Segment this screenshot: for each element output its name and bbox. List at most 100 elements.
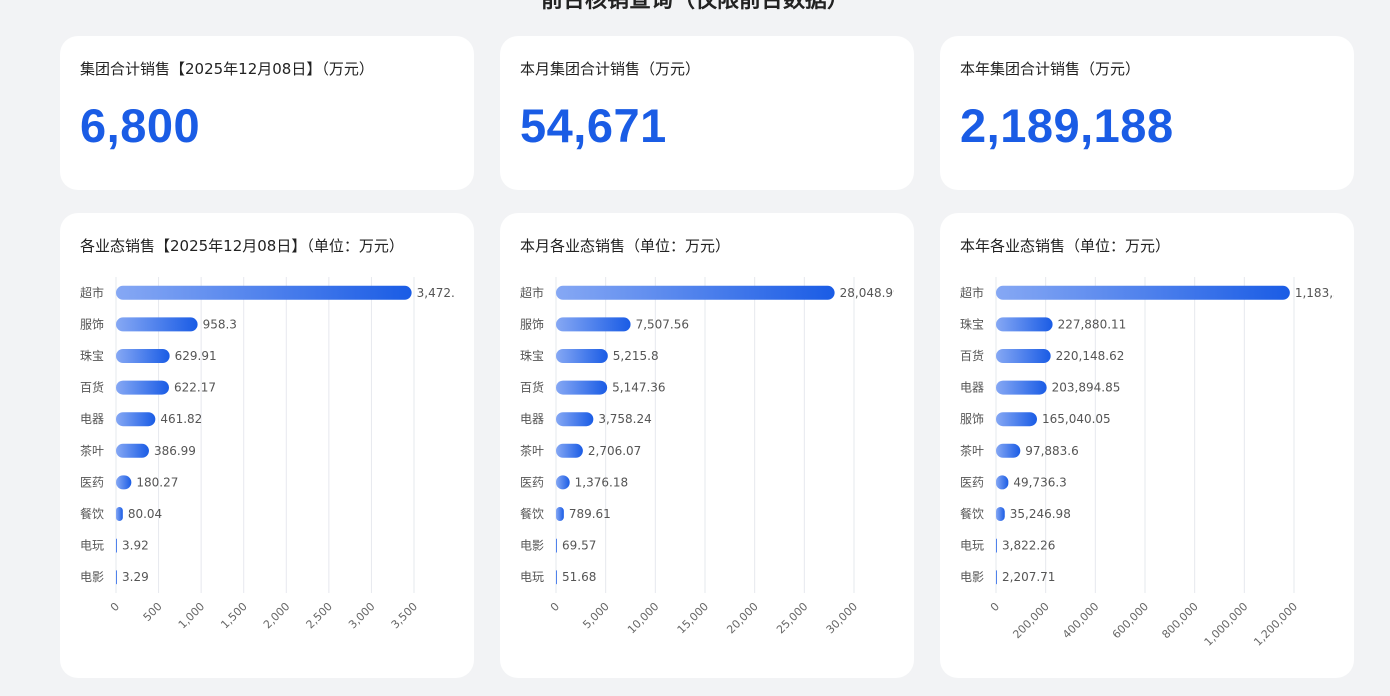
bar-value-label: 51.68 <box>562 570 596 584</box>
bar <box>996 380 1047 395</box>
bar-value-label: 227,880.11 <box>1058 317 1127 331</box>
bar <box>116 380 169 395</box>
bar-value-label: 2,706.07 <box>588 444 641 458</box>
y-category-label: 电玩 <box>520 570 544 584</box>
kpi-value: 6,800 <box>80 99 201 152</box>
x-tick-label: 600,000 <box>1110 600 1151 641</box>
bar <box>116 317 198 332</box>
kpi-card-year: 本年集团合计销售（万元） 2,189,188 <box>940 36 1354 190</box>
y-category-label: 百货 <box>960 348 984 363</box>
y-category-label: 服饰 <box>520 317 544 331</box>
bar-value-label: 220,148.62 <box>1056 349 1125 363</box>
bar-value-label: 789.61 <box>569 507 611 521</box>
x-tick-label: 1,200,000 <box>1251 600 1300 649</box>
y-category-label: 百货 <box>520 380 544 395</box>
bar <box>996 317 1053 332</box>
bar-value-label: 1,376.18 <box>575 475 628 489</box>
x-tick-label: 0 <box>988 600 1002 614</box>
y-category-label: 珠宝 <box>520 349 544 363</box>
bar <box>996 285 1290 300</box>
y-category-label: 医药 <box>960 475 984 489</box>
bar <box>116 443 149 458</box>
y-category-label: 医药 <box>80 475 104 489</box>
y-category-label: 餐饮 <box>960 506 984 521</box>
bar-chart-year: 0 200,000 400,000 600,000 800,000 1,000,000 1,… <box>960 277 1334 649</box>
chart-card-month: 本月各业态销售（单位：万元） 0 5,000 10,000 15,000 20,000 2… <box>500 213 914 678</box>
bar-value-label: 3.92 <box>122 539 149 553</box>
chart-title: 本年各业态销售（单位：万元） <box>960 237 1171 255</box>
x-tick-label: 20,000 <box>724 600 760 636</box>
x-tick-label: 3,000 <box>346 600 377 631</box>
y-category-label: 电器 <box>960 381 984 395</box>
y-category-label: 电玩 <box>80 539 104 553</box>
bar <box>116 285 412 300</box>
bar-value-label: 35,246.98 <box>1010 507 1071 521</box>
chart-card-year: 本年各业态销售（单位：万元） 0 200,000 400,000 600,000 800… <box>940 213 1354 678</box>
bar-chart-month: 0 5,000 10,000 15,000 20,000 25,000 30,000 超市 28… <box>520 277 901 636</box>
y-category-label: 茶叶 <box>80 443 104 458</box>
bar <box>556 443 583 458</box>
bar <box>996 475 1009 490</box>
y-category-label: 超市 <box>80 285 104 300</box>
bar-value-label: 3,472.18 <box>417 286 470 300</box>
y-category-label: 电玩 <box>960 539 984 553</box>
y-category-label: 茶叶 <box>520 443 544 458</box>
chart-title: 各业态销售【2025年12月08日】（单位：万元） <box>80 237 404 255</box>
y-category-label: 超市 <box>520 285 544 300</box>
bar <box>116 570 117 585</box>
y-category-label: 珠宝 <box>960 317 984 331</box>
y-category-label: 超市 <box>960 285 984 300</box>
bar <box>996 538 997 553</box>
x-tick-label: 15,000 <box>675 600 711 636</box>
bar <box>116 475 132 490</box>
bar <box>556 349 608 363</box>
bar <box>116 412 156 427</box>
kpi-value: 2,189,188 <box>960 99 1174 152</box>
bar <box>116 507 123 521</box>
bar-value-label: 28,048.99 <box>840 286 901 300</box>
bar <box>116 538 117 553</box>
y-category-label: 电影 <box>960 570 984 584</box>
kpi-title: 本年集团合计销售（万元） <box>960 60 1141 78</box>
kpi-card-today: 集团合计销售【2025年12月08日】（万元） 6,800 <box>60 36 474 190</box>
x-tick-label: 10,000 <box>625 600 661 636</box>
page-title: 前台核销查询（仅限前台数据） <box>540 0 849 13</box>
kpi-card-month: 本月集团合计销售（万元） 54,671 <box>500 36 914 190</box>
bar-value-label: 2,207.71 <box>1002 570 1055 584</box>
kpi-title: 集团合计销售【2025年12月08日】（万元） <box>80 60 374 78</box>
bar-value-label: 165,040.05 <box>1042 412 1111 426</box>
bar <box>996 412 1037 427</box>
bar <box>116 349 170 363</box>
x-tick-label: 30,000 <box>824 600 860 636</box>
bar <box>996 507 1005 521</box>
bar-value-label: 5,147.36 <box>612 381 665 395</box>
kpi-value: 54,671 <box>520 99 667 152</box>
x-tick-label: 1,000 <box>176 600 207 631</box>
y-category-label: 医药 <box>520 475 544 489</box>
y-category-label: 餐饮 <box>520 506 544 521</box>
bar-value-label: 180.27 <box>136 475 178 489</box>
bar <box>556 317 631 332</box>
x-tick-label: 500 <box>141 600 165 624</box>
bar <box>556 285 835 300</box>
bar <box>556 475 570 490</box>
bar-value-label: 386.99 <box>154 444 196 458</box>
chart-title: 本月各业态销售（单位：万元） <box>520 237 731 255</box>
bar-value-label: 461.82 <box>160 412 202 426</box>
y-category-label: 百货 <box>80 380 104 395</box>
x-tick-label: 1,000,000 <box>1202 600 1251 649</box>
y-category-label: 电影 <box>520 539 544 553</box>
y-category-label: 餐饮 <box>80 506 104 521</box>
bar-value-label: 7,507.56 <box>636 317 689 331</box>
x-tick-label: 25,000 <box>774 600 810 636</box>
x-tick-label: 800,000 <box>1159 600 1200 641</box>
y-category-label: 茶叶 <box>960 443 984 458</box>
chart-card-today: 各业态销售【2025年12月08日】（单位：万元） 0 500 1,000 1,500… <box>60 213 474 678</box>
bar-value-label: 203,894.85 <box>1052 381 1121 395</box>
x-tick-label: 400,000 <box>1060 600 1101 641</box>
y-category-label: 服饰 <box>80 317 104 331</box>
x-tick-label: 0 <box>108 600 122 614</box>
bar-value-label: 3,758.24 <box>598 412 651 426</box>
x-tick-label: 2,000 <box>261 600 292 631</box>
y-category-label: 服饰 <box>960 412 984 426</box>
